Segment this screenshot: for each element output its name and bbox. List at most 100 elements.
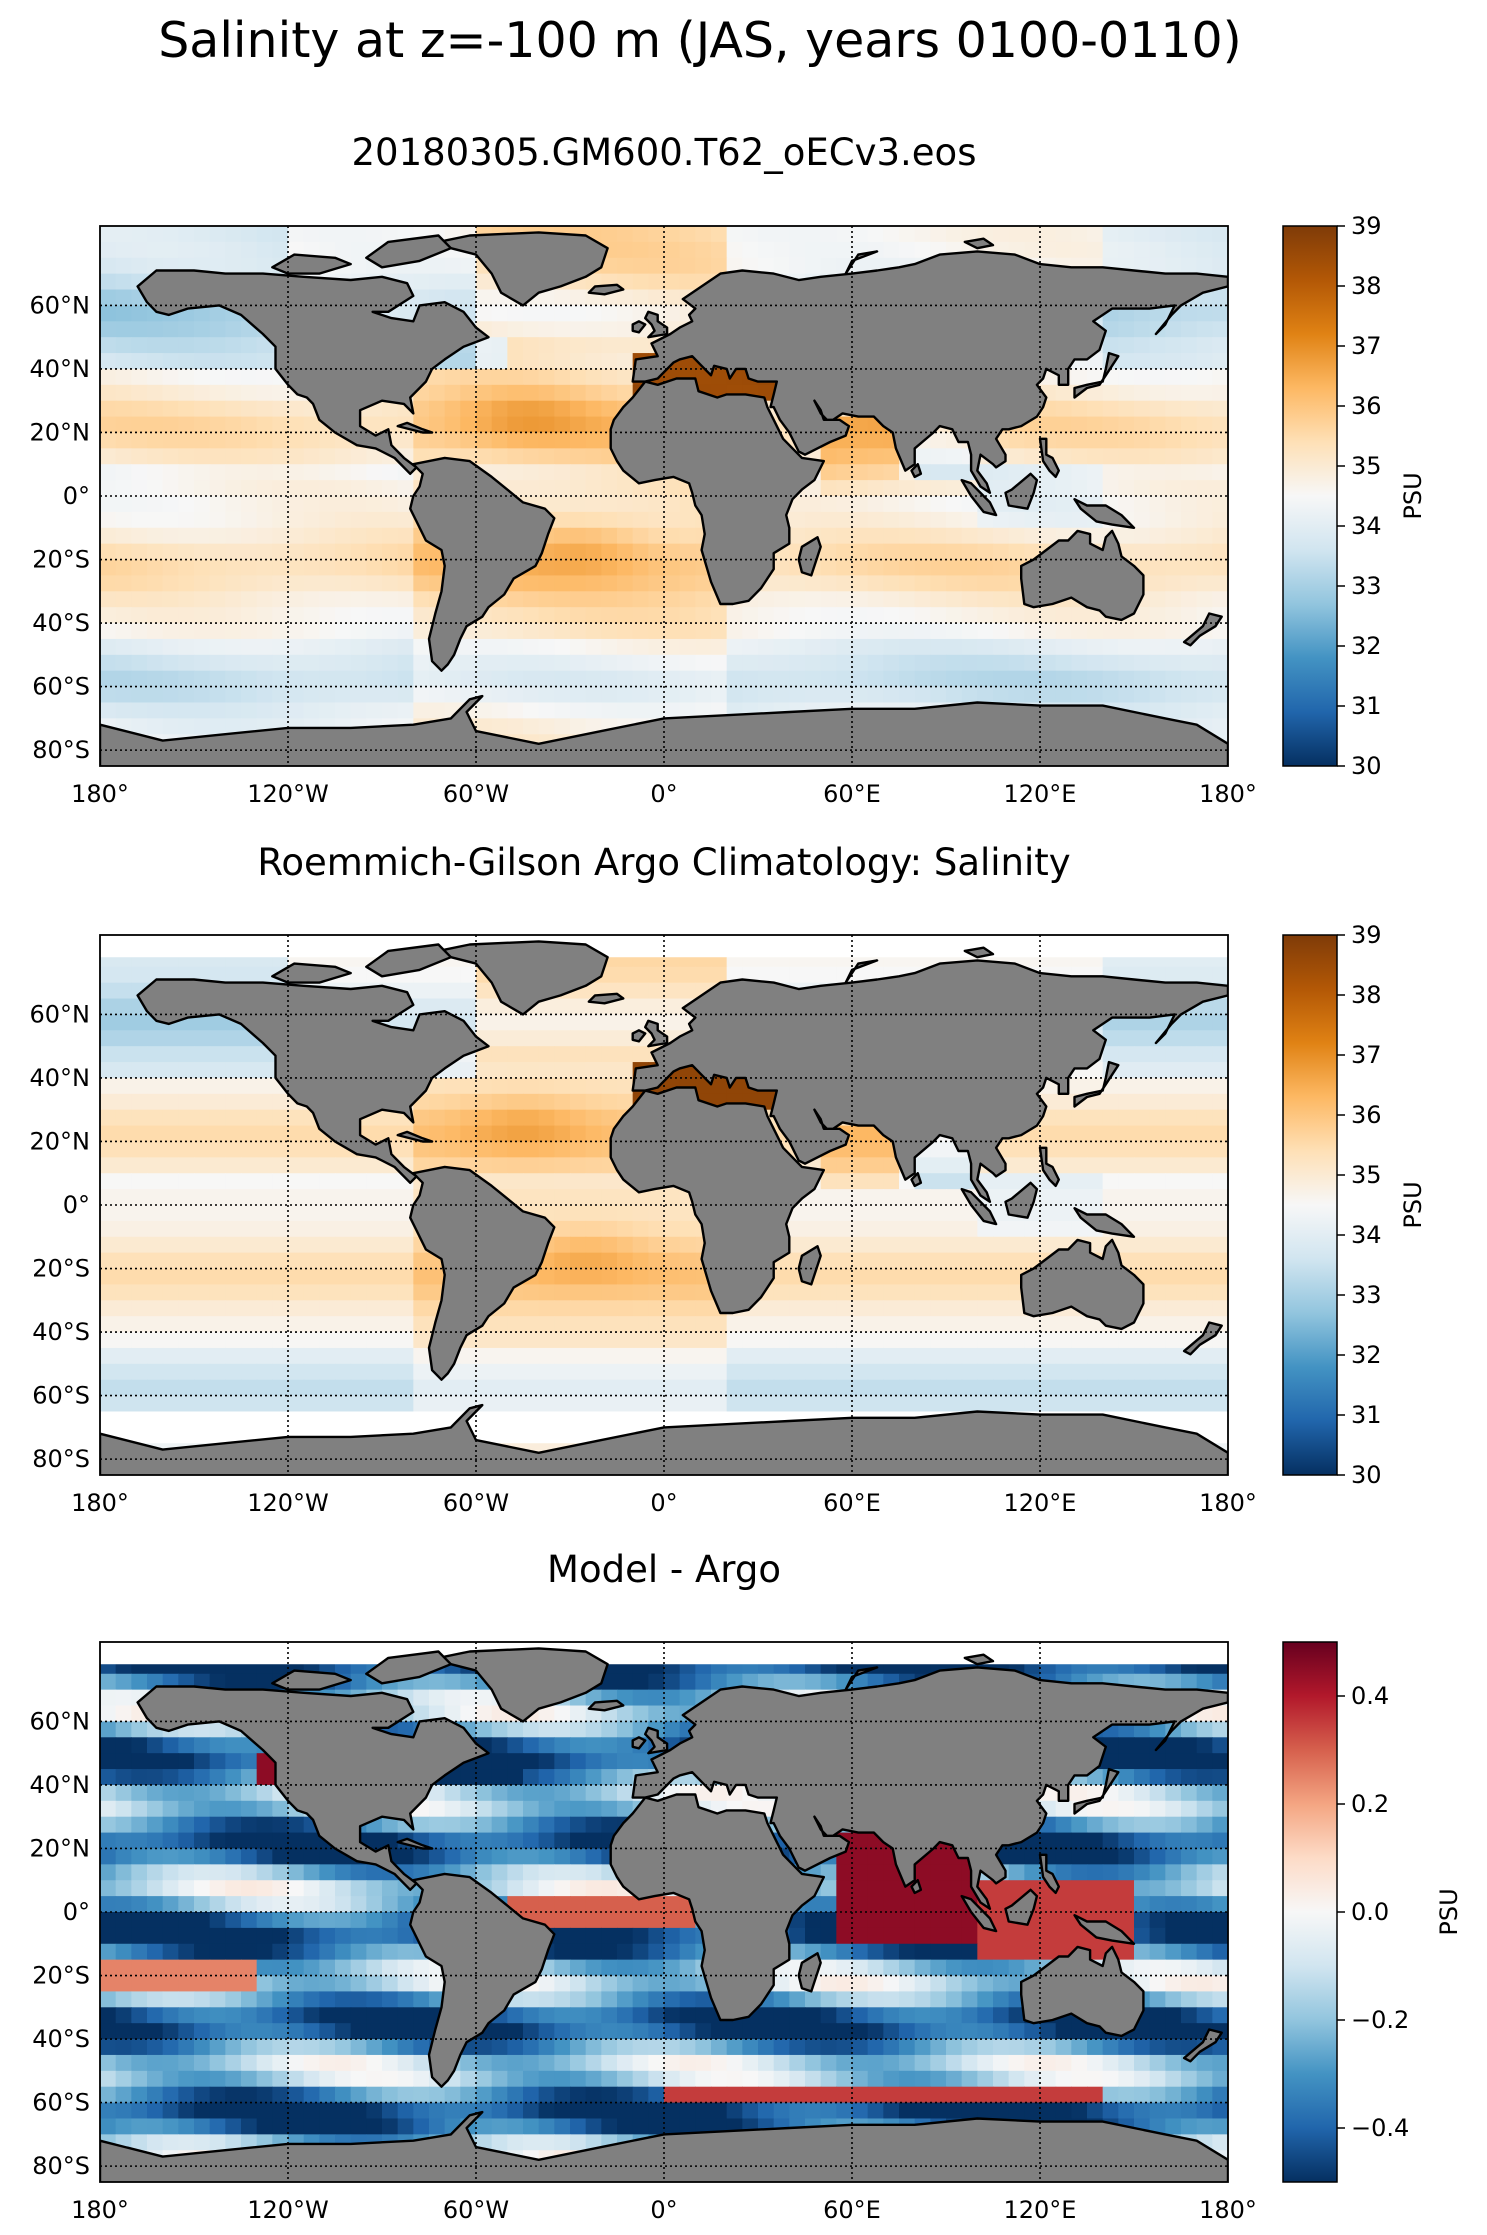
field-cell — [100, 368, 117, 386]
field-cell — [303, 1205, 320, 1222]
field-cell — [100, 998, 117, 1016]
field-cell — [272, 241, 289, 259]
field-cell — [256, 623, 273, 640]
field-cell — [773, 1363, 790, 1381]
field-cell — [429, 559, 446, 577]
field-cell — [115, 543, 132, 561]
field-cell — [1196, 1363, 1213, 1381]
field-cell — [1134, 1046, 1151, 1063]
field-cell — [100, 353, 117, 370]
field-cell — [993, 638, 1010, 656]
field-cell — [1008, 1141, 1025, 1158]
field-cell — [460, 1077, 477, 1095]
field-cell — [1212, 1046, 1228, 1063]
field-cell — [319, 1252, 336, 1270]
field-cell — [601, 1093, 618, 1111]
field-cell — [711, 1363, 728, 1381]
field-cell — [1165, 591, 1182, 608]
field-cell — [1181, 686, 1198, 704]
field-cell — [162, 575, 179, 592]
field-cell — [413, 1332, 430, 1349]
field-cell — [115, 1173, 132, 1190]
field-cell — [695, 670, 712, 688]
field-cell — [1055, 1189, 1072, 1206]
field-cell — [852, 416, 869, 434]
field-cell — [632, 1379, 649, 1397]
field-cell — [241, 686, 258, 704]
field-cell — [1040, 527, 1057, 545]
field-cell — [617, 527, 634, 545]
field-cell — [1149, 480, 1166, 497]
field-cell — [899, 1332, 916, 1349]
field-cell — [288, 1379, 305, 1397]
field-cell — [585, 337, 602, 354]
field-cell — [476, 1157, 493, 1174]
field-cell — [460, 998, 477, 1016]
field-cell — [507, 1157, 524, 1174]
field-cell — [147, 623, 164, 640]
field-cell — [820, 966, 837, 984]
field-cell — [272, 654, 289, 672]
field-cell — [946, 511, 963, 529]
field-cell — [1008, 1220, 1025, 1238]
field-cell — [883, 575, 900, 592]
field-cell — [977, 1220, 994, 1238]
field-cell — [131, 321, 148, 338]
field-cell — [1102, 321, 1119, 338]
field-cell — [632, 670, 649, 688]
field-cell — [382, 559, 399, 577]
field-cell — [538, 353, 555, 370]
field-cell — [194, 1316, 211, 1333]
field-cell — [789, 591, 806, 608]
field-cell — [820, 638, 837, 656]
field-cell — [601, 1046, 618, 1063]
field-cell — [585, 400, 602, 418]
field-cell — [664, 575, 681, 592]
field-cell — [538, 1125, 555, 1143]
field-cell — [1165, 1062, 1182, 1079]
field-cell — [100, 511, 117, 529]
field-cell — [977, 670, 994, 688]
field-cell — [131, 1173, 148, 1190]
field-cell — [993, 1220, 1010, 1238]
field-cell — [162, 623, 179, 640]
field-cell — [288, 1141, 305, 1158]
field-cell — [319, 511, 336, 529]
field-cell — [1212, 384, 1228, 402]
field-cell — [883, 1252, 900, 1270]
field-cell — [256, 400, 273, 418]
field-cell — [914, 1220, 931, 1238]
field-cell — [178, 1395, 195, 1413]
field-cell — [1134, 607, 1151, 624]
field-cell — [194, 400, 211, 418]
field-cell — [664, 257, 681, 275]
field-cell — [1134, 654, 1151, 672]
field-cell — [1024, 1395, 1041, 1413]
field-cell — [194, 1300, 211, 1317]
field-cell — [1071, 623, 1088, 640]
field-cell — [726, 241, 743, 259]
field-cell — [256, 257, 273, 275]
field-cell — [288, 1236, 305, 1254]
field-cell — [977, 638, 994, 656]
field-cell — [1149, 241, 1166, 259]
field-cell — [1181, 1252, 1198, 1270]
field-cell — [382, 400, 399, 418]
field-cell — [601, 1014, 618, 1031]
field-cell — [397, 480, 414, 497]
field-cell — [507, 400, 524, 418]
field-cell — [366, 448, 383, 465]
field-cell — [617, 559, 634, 577]
field-cell — [178, 686, 195, 704]
field-cell — [194, 1109, 211, 1127]
field-cell — [178, 1347, 195, 1365]
field-cell — [632, 1236, 649, 1254]
field-cell — [1118, 432, 1135, 449]
field-cell — [413, 702, 430, 719]
field-cell — [507, 1141, 524, 1158]
field-cell — [350, 1157, 367, 1174]
field-cell — [1181, 448, 1198, 465]
field-cell — [256, 702, 273, 719]
field-cell — [679, 1268, 696, 1286]
field-cell — [1181, 496, 1198, 513]
